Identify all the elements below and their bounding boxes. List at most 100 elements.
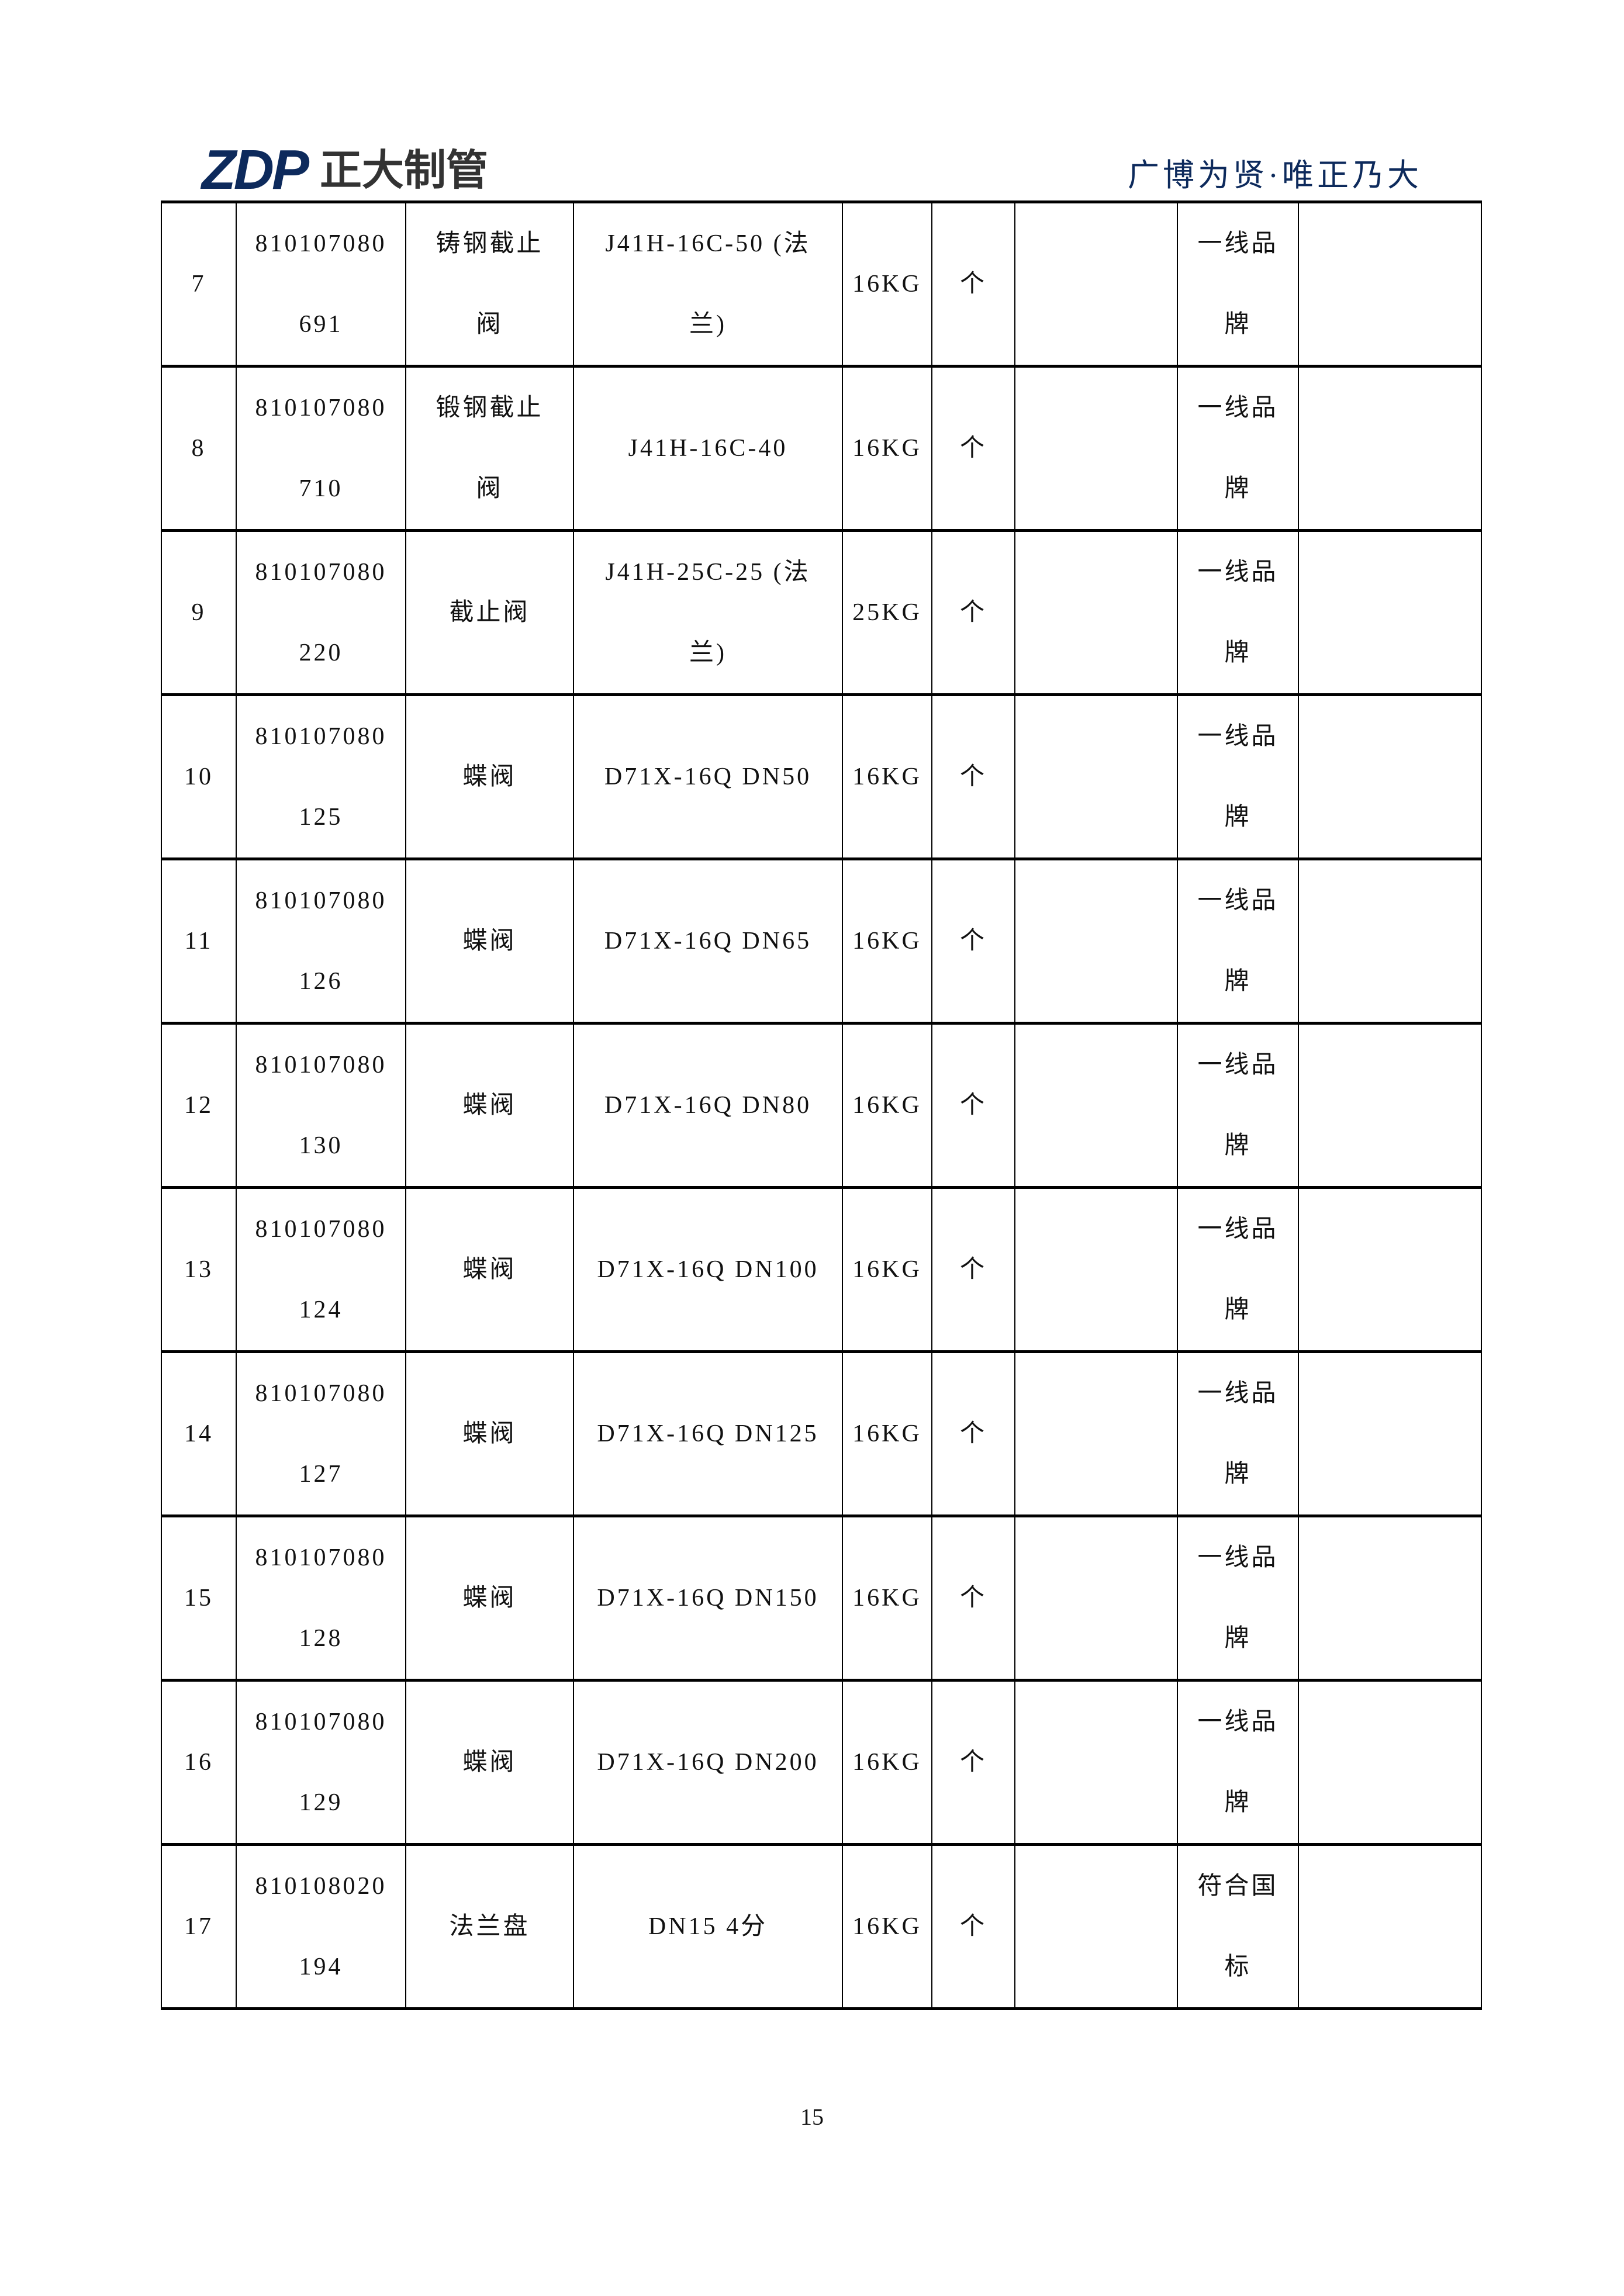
- empty-cell: [1014, 694, 1178, 860]
- specification-text: J41H-16C-40: [628, 435, 788, 462]
- pressure-rating: 16KG: [842, 694, 932, 860]
- remarks-cell: [1298, 1679, 1482, 1845]
- table-row: 7 810107080691 铸钢截止阀 J41H-16C-50 (法兰) 16KG 个 一…: [161, 201, 1482, 367]
- remarks-cell: [1298, 1844, 1482, 2010]
- item-number-text: 12: [184, 1092, 213, 1119]
- material-code-text: 810107080691: [255, 230, 387, 338]
- item-number-text: 17: [184, 1913, 213, 1940]
- unit-text: 个: [959, 435, 987, 462]
- pressure-rating: 16KG: [842, 1187, 932, 1353]
- product-name: 蝶阀: [405, 1679, 574, 1845]
- material-code-text: 810107080128: [255, 1544, 387, 1652]
- product-name-text: 铸钢截止阀: [436, 230, 544, 338]
- remarks-cell: [1298, 1022, 1482, 1188]
- item-number: 12: [161, 1022, 237, 1188]
- unit: 个: [931, 1187, 1015, 1353]
- specification: D71X-16Q DN125: [573, 1351, 843, 1517]
- brand-requirement-text: 一线品牌: [1197, 559, 1279, 666]
- table-row: 10 810107080125 蝶阀 D71X-16Q DN50 16KG 个 一线品牌: [161, 694, 1482, 860]
- product-name-text: 蝶阀: [462, 1256, 517, 1283]
- item-number: 14: [161, 1351, 237, 1517]
- brand-requirement: 一线品牌: [1177, 1351, 1299, 1517]
- brand-requirement: 一线品牌: [1177, 1679, 1299, 1845]
- product-name-text: 蝶阀: [462, 763, 517, 790]
- item-number-text: 8: [191, 435, 206, 462]
- unit-text: 个: [959, 1749, 987, 1776]
- specification-text: J41H-16C-50 (法兰): [605, 230, 811, 338]
- logo-text: 正大制管: [320, 146, 489, 195]
- product-name: 截止阀: [405, 530, 574, 696]
- empty-cell: [1014, 1022, 1178, 1188]
- remarks-cell: [1298, 201, 1482, 367]
- pressure-rating-text: 16KG: [852, 928, 922, 955]
- item-number: 16: [161, 1679, 237, 1845]
- empty-cell: [1014, 1515, 1178, 1681]
- remarks-cell: [1298, 530, 1482, 696]
- unit: 个: [931, 1022, 1015, 1188]
- unit: 个: [931, 694, 1015, 860]
- item-number: 8: [161, 365, 237, 531]
- remarks-cell: [1298, 694, 1482, 860]
- brand-requirement-text: 一线品牌: [1197, 887, 1279, 995]
- pressure-rating-text: 16KG: [852, 1420, 922, 1447]
- material-code: 810107080691: [236, 201, 406, 367]
- product-name-text: 蝶阀: [462, 1585, 517, 1612]
- specification: D71X-16Q DN100: [573, 1187, 843, 1353]
- material-code: 810108020194: [236, 1844, 406, 2010]
- unit: 个: [931, 201, 1015, 367]
- brand-requirement-text: 一线品牌: [1197, 395, 1279, 502]
- material-code-text: 810107080124: [255, 1216, 387, 1323]
- product-name: 蝶阀: [405, 1351, 574, 1517]
- product-name: 锻钢截止阀: [405, 365, 574, 531]
- table-row: 15 810107080128 蝶阀 D71X-16Q DN150 16KG 个 一线品牌: [161, 1515, 1482, 1681]
- material-code-text: 810107080127: [255, 1380, 387, 1488]
- specification: J41H-16C-50 (法兰): [573, 201, 843, 367]
- product-name: 蝶阀: [405, 694, 574, 860]
- unit-text: 个: [959, 1420, 987, 1447]
- specification-text: D71X-16Q DN50: [604, 763, 812, 790]
- product-name: 蝶阀: [405, 1187, 574, 1353]
- material-code: 810107080128: [236, 1515, 406, 1681]
- product-name-text: 蝶阀: [462, 1749, 517, 1776]
- pressure-rating-text: 16KG: [852, 435, 922, 462]
- brand-requirement-text: 一线品牌: [1197, 1380, 1279, 1488]
- material-code-text: 810107080220: [255, 559, 387, 666]
- item-number: 17: [161, 1844, 237, 2010]
- unit-text: 个: [959, 1913, 987, 1940]
- empty-cell: [1014, 1351, 1178, 1517]
- brand-requirement: 一线品牌: [1177, 1515, 1299, 1681]
- item-number-text: 16: [184, 1749, 213, 1776]
- pressure-rating-text: 16KG: [852, 1913, 922, 1940]
- item-number-text: 14: [184, 1420, 213, 1447]
- pressure-rating: 16KG: [842, 1844, 932, 2010]
- item-number: 7: [161, 201, 237, 367]
- table-row: 9 810107080220 截止阀 J41H-25C-25 (法兰) 25KG 个 一线品…: [161, 530, 1482, 696]
- product-name-text: 蝶阀: [462, 1420, 517, 1447]
- pressure-rating: 25KG: [842, 530, 932, 696]
- table-row: 17 810108020194 法兰盘 DN15 4分 16KG 个 符合国标: [161, 1844, 1482, 2010]
- pressure-rating: 16KG: [842, 1022, 932, 1188]
- item-number: 10: [161, 694, 237, 860]
- material-code: 810107080125: [236, 694, 406, 860]
- pressure-rating-text: 16KG: [852, 763, 922, 790]
- item-number: 15: [161, 1515, 237, 1681]
- table-row: 12 810107080130 蝶阀 D71X-16Q DN80 16KG 个 一线品牌: [161, 1022, 1482, 1188]
- brand-requirement-text: 一线品牌: [1197, 230, 1279, 338]
- table-row: 14 810107080127 蝶阀 D71X-16Q DN125 16KG 个 一线品牌: [161, 1351, 1482, 1517]
- brand-requirement-text: 一线品牌: [1197, 1709, 1279, 1816]
- company-logo: ZDP 正大制管: [202, 142, 488, 198]
- unit: 个: [931, 1351, 1015, 1517]
- empty-cell: [1014, 1844, 1178, 2010]
- remarks-cell: [1298, 1187, 1482, 1353]
- unit: 个: [931, 1679, 1015, 1845]
- product-table: 7 810107080691 铸钢截止阀 J41H-16C-50 (法兰) 16KG 个一…: [161, 200, 1482, 2010]
- product-name-text: 锻钢截止阀: [436, 395, 544, 502]
- item-number-text: 15: [184, 1585, 213, 1612]
- unit-text: 个: [959, 599, 987, 626]
- item-number-text: 7: [191, 271, 206, 298]
- pressure-rating: 16KG: [842, 1515, 932, 1681]
- brand-requirement: 一线品牌: [1177, 201, 1299, 367]
- item-number: 9: [161, 530, 237, 696]
- unit: 个: [931, 530, 1015, 696]
- product-name: 法兰盘: [405, 1844, 574, 2010]
